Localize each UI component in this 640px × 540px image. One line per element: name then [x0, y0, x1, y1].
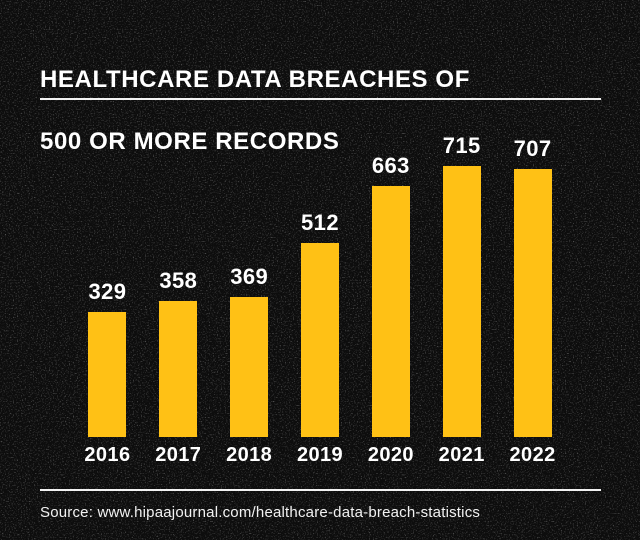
axis-label-2017: 2017: [155, 444, 202, 466]
bar-value-label: 329: [88, 279, 127, 304]
bar-2022: [513, 169, 552, 437]
bar-column-2017: 358 2017: [143, 130, 214, 470]
bar-value-label: 663: [371, 153, 410, 178]
bar-value-label: 715: [442, 133, 481, 158]
chart-header: HEALTHCARE DATA BREACHES OF 500 OR MORE …: [40, 33, 600, 157]
axis-label-2020: 2020: [367, 444, 414, 466]
axis-label-2019: 2019: [296, 444, 344, 466]
bar-value-label: 369: [230, 264, 269, 289]
bar-2017: [159, 301, 198, 437]
bar-value-label: 358: [159, 268, 198, 293]
axis-label-2021: 2021: [438, 444, 485, 466]
chart-title-line2: 500 OR MORE RECORDS: [40, 128, 340, 155]
bar-column-2022: 707 2022: [497, 130, 568, 470]
bar-2016: [88, 312, 127, 437]
footer-divider-line: [40, 489, 601, 491]
title-divider-line: [40, 98, 601, 100]
bar-column-2019: 512 2019: [285, 130, 356, 470]
bar-chart: 329 2016 358 2017 369 2018 512 2019 663 2020 715 20…: [72, 130, 568, 470]
axis-label-2022: 2022: [509, 444, 556, 466]
bar-column-2016: 329 2016: [72, 130, 143, 470]
bar-2018: [230, 297, 269, 437]
axis-label-2018: 2018: [226, 444, 273, 466]
bar-column-2021: 715 2021: [426, 130, 497, 470]
bar-2021: [442, 166, 481, 437]
bar-value-label: 707: [513, 136, 552, 161]
bar-column-2020: 663 2020: [355, 130, 426, 470]
axis-label-2016: 2016: [84, 444, 131, 466]
source-attribution: Source: www.hipaajournal.com/healthcare-…: [40, 504, 481, 521]
chart-title: HEALTHCARE DATA BREACHES OF 500 OR MORE …: [40, 33, 600, 157]
bar-2020: [371, 186, 410, 437]
bar-value-label: 512: [301, 210, 339, 235]
chart-title-line1: HEALTHCARE DATA BREACHES OF: [40, 66, 470, 93]
bar-2019: [301, 243, 339, 437]
bar-column-2018: 369 2018: [214, 130, 285, 470]
